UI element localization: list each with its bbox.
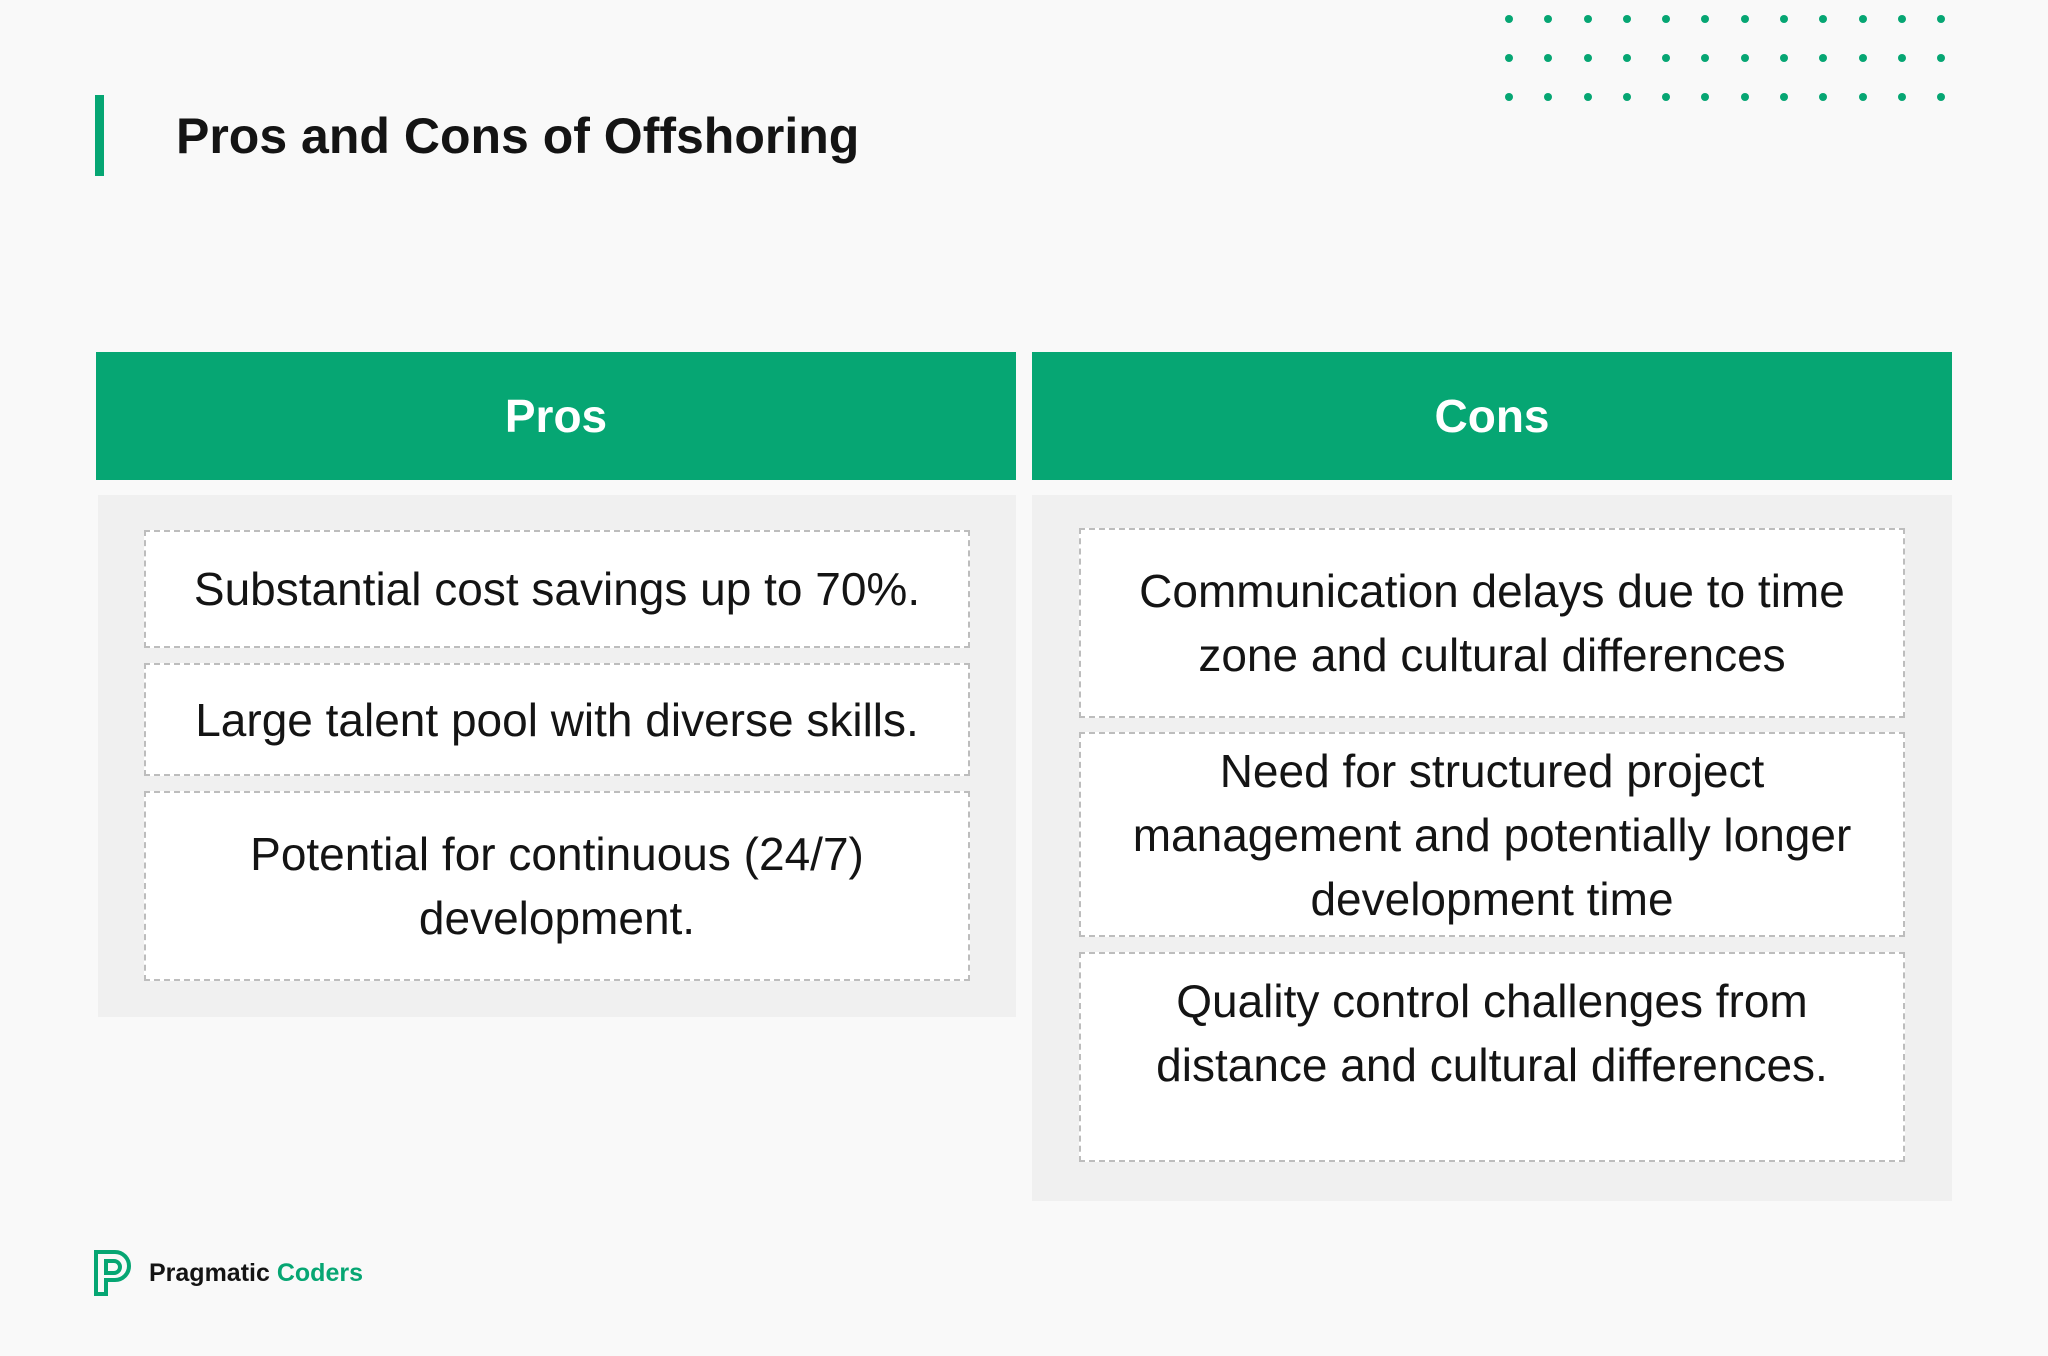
decorative-dot: [1662, 54, 1671, 62]
decorative-dot: [1544, 54, 1553, 62]
decorative-dot: [1544, 93, 1553, 101]
decorative-dot: [1505, 54, 1513, 62]
decorative-dot: [1701, 54, 1710, 62]
decorative-dot: [1701, 93, 1710, 101]
decorative-dot: [1583, 15, 1592, 23]
decorative-dot: [1583, 93, 1592, 101]
decorative-dot: [1544, 15, 1553, 23]
decorative-dot: [1662, 93, 1671, 101]
pros-column: Substantial cost savings up to 70%. Larg…: [98, 495, 1016, 1017]
decorative-dot: [1780, 93, 1789, 101]
brand-name: Pragmatic Coders: [149, 1259, 363, 1288]
page-title: Pros and Cons of Offshoring: [176, 108, 860, 164]
decorative-dot: [1937, 54, 1946, 62]
brand-name-part1: Pragmatic: [149, 1258, 270, 1287]
decorative-dot: [1505, 15, 1513, 23]
title-accent-bar: [95, 95, 104, 176]
decorative-dot: [1897, 54, 1906, 62]
decorative-dot: [1780, 15, 1789, 23]
decorative-dot: [1622, 54, 1631, 62]
decorative-dot: [1701, 15, 1710, 23]
decorative-dot-grid: [1505, 15, 1965, 115]
decorative-dot: [1858, 93, 1867, 101]
pros-item: Potential for continuous (24/7) developm…: [144, 791, 970, 981]
decorative-dot: [1937, 93, 1946, 101]
decorative-dot: [1819, 54, 1828, 62]
pros-item: Substantial cost savings up to 70%.: [144, 530, 970, 648]
decorative-dot: [1858, 15, 1867, 23]
pros-header: Pros: [96, 352, 1016, 480]
cons-item: Quality control challenges from distance…: [1079, 952, 1905, 1162]
decorative-dot: [1819, 93, 1828, 101]
decorative-dot: [1622, 93, 1631, 101]
cons-column: Communication delays due to time zone an…: [1032, 495, 1952, 1201]
decorative-dot: [1583, 54, 1592, 62]
cons-item: Need for structured project management a…: [1079, 732, 1905, 937]
decorative-dot: [1819, 15, 1828, 23]
cons-item: Communication delays due to time zone an…: [1079, 528, 1905, 718]
pros-item: Large talent pool with diverse skills.: [144, 663, 970, 776]
decorative-dot: [1622, 15, 1631, 23]
cons-header: Cons: [1032, 352, 1952, 480]
decorative-dot: [1897, 93, 1906, 101]
decorative-dot: [1858, 54, 1867, 62]
decorative-dot: [1937, 15, 1946, 23]
decorative-dot: [1505, 93, 1513, 101]
decorative-dot: [1740, 93, 1749, 101]
decorative-dot: [1740, 54, 1749, 62]
decorative-dot: [1780, 54, 1789, 62]
pragmatic-coders-logo-icon: [94, 1250, 131, 1296]
brand-name-part2: Coders: [276, 1258, 363, 1287]
decorative-dot: [1662, 15, 1671, 23]
decorative-dot: [1897, 15, 1906, 23]
brand-logo: Pragmatic Coders: [93, 1250, 363, 1296]
decorative-dot: [1740, 15, 1749, 23]
